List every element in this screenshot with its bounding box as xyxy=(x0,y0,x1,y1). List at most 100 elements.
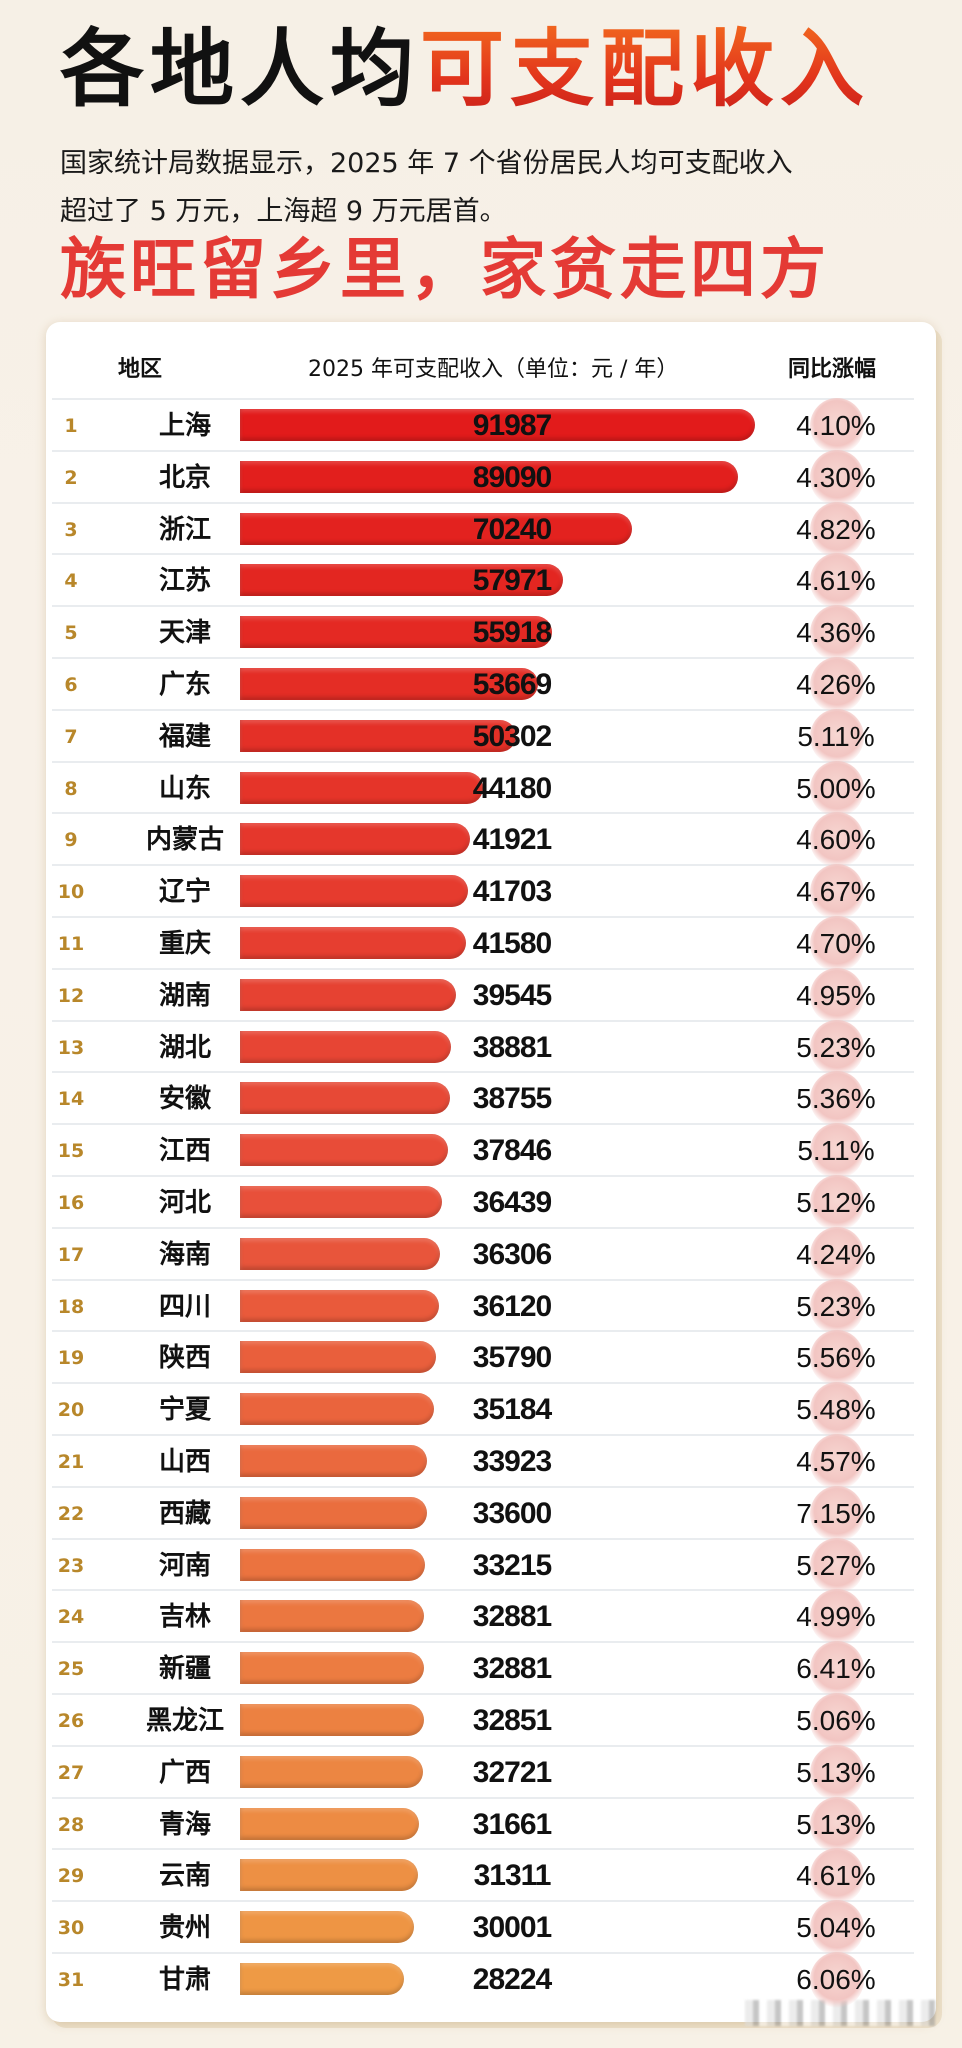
region-name: 山西 xyxy=(158,1447,211,1477)
rate-highlight xyxy=(810,605,864,662)
region-name: 河南 xyxy=(158,1550,211,1581)
rank-number: 7 xyxy=(64,725,78,748)
table-row: 1 上海 91987 4.10% xyxy=(52,398,914,454)
income-value: 35184 xyxy=(472,1393,552,1427)
region-name: 江苏 xyxy=(158,566,211,597)
rank-number: 9 xyxy=(64,829,78,852)
income-value: 32881 xyxy=(472,1652,552,1686)
rate-highlight xyxy=(810,1226,864,1283)
income-bar xyxy=(240,512,632,545)
rate-highlight xyxy=(810,760,864,817)
income-value: 28224 xyxy=(472,1963,552,1996)
title-black-part: 各地人均 xyxy=(60,20,421,118)
income-value: 50302 xyxy=(472,719,552,753)
table-row: 9 内蒙古 41921 4.60% xyxy=(52,812,914,869)
income-bar xyxy=(240,771,483,804)
growth-rate: 6.06% xyxy=(796,1964,876,1995)
table-row: 8 山东 44180 5.00% xyxy=(52,760,914,817)
table-row: 6 广东 53669 4.26% xyxy=(52,657,914,713)
income-bar xyxy=(240,668,538,700)
region-name: 福建 xyxy=(158,721,211,752)
region-name: 安徽 xyxy=(158,1084,211,1115)
income-value: 36439 xyxy=(472,1186,552,1219)
growth-rate: 4.24% xyxy=(796,1238,876,1270)
region-name: 宁夏 xyxy=(158,1395,211,1426)
income-value: 33215 xyxy=(472,1548,552,1582)
rank-number: 27 xyxy=(57,1761,85,1784)
table-row: 7 福建 50302 5.11% xyxy=(52,708,914,765)
title-red-part: 可支配收入 xyxy=(420,20,871,118)
rank-number: 28 xyxy=(57,1813,85,1836)
region-name: 河北 xyxy=(158,1188,211,1218)
income-value: 41580 xyxy=(472,927,552,960)
income-bar xyxy=(240,1704,424,1736)
table-row: 18 四川 36120 5.23% xyxy=(52,1278,914,1335)
table-row: 2 北京 89090 4.30% xyxy=(52,449,914,506)
growth-rate: 5.00% xyxy=(796,772,876,804)
subtitle-line-2: 超过了 5 万元，上海超 9 万元居首。 xyxy=(60,196,507,227)
growth-rate: 4.57% xyxy=(796,1446,876,1477)
table-row: 11 重庆 41580 4.70% xyxy=(52,916,914,972)
income-value: 31311 xyxy=(473,1859,552,1893)
rank-number: 12 xyxy=(57,984,85,1007)
income-value: 32881 xyxy=(472,1600,552,1634)
table-row: 17 海南 36306 4.24% xyxy=(52,1226,914,1283)
income-bar xyxy=(240,460,738,493)
income-bar xyxy=(240,1289,439,1322)
rate-highlight xyxy=(810,1123,864,1180)
table-row: 29 云南 31311 4.61% xyxy=(52,1848,914,1905)
region-name: 湖南 xyxy=(158,980,211,1011)
region-name: 西藏 xyxy=(158,1498,211,1529)
region-name: 湖北 xyxy=(158,1032,211,1063)
rate-highlight xyxy=(810,1434,864,1490)
growth-rate: 4.70% xyxy=(796,928,876,959)
table-row: 27 广西 32721 5.13% xyxy=(52,1744,914,1801)
income-bar xyxy=(240,1548,425,1581)
rank-number: 15 xyxy=(57,1140,85,1163)
rank-number: 8 xyxy=(64,777,78,800)
rank-number: 18 xyxy=(57,1295,85,1318)
income-bar xyxy=(240,1445,427,1477)
rate-highlight xyxy=(810,1019,864,1076)
region-name: 江西 xyxy=(158,1136,211,1167)
region-name: 重庆 xyxy=(158,929,211,959)
rate-highlight xyxy=(810,1278,864,1335)
rank-number: 23 xyxy=(57,1554,85,1577)
growth-rate: 5.27% xyxy=(796,1549,876,1581)
growth-rate: 4.99% xyxy=(796,1601,876,1633)
region-name: 吉林 xyxy=(158,1602,211,1633)
rank-number: 21 xyxy=(57,1451,85,1473)
income-value: 33600 xyxy=(472,1496,552,1530)
income-value: 91987 xyxy=(472,409,552,442)
income-value: 33923 xyxy=(472,1445,552,1478)
growth-rate: 4.67% xyxy=(796,876,876,908)
income-value: 38755 xyxy=(472,1082,552,1116)
table-row: 13 湖北 38881 5.23% xyxy=(52,1019,914,1076)
region-name: 甘肃 xyxy=(158,1965,211,1995)
growth-rate: 7.15% xyxy=(796,1497,876,1529)
rank-number: 2 xyxy=(64,466,78,489)
table-row: 12 湖南 39545 4.95% xyxy=(52,967,914,1024)
income-value: 41703 xyxy=(472,875,552,909)
column-header-income: 2025 年可支配收入（单位：元 / 年） xyxy=(308,357,679,382)
slogan: 族旺留乡里，家贫走四方 xyxy=(60,231,830,308)
table-row: 24 吉林 32881 4.99% xyxy=(52,1589,914,1646)
rate-highlight xyxy=(810,1796,864,1853)
growth-rate: 5.36% xyxy=(796,1083,876,1115)
growth-rate: 4.82% xyxy=(796,513,876,545)
income-value: 37846 xyxy=(472,1134,552,1168)
income-bar xyxy=(240,1911,414,1944)
rate-highlight xyxy=(810,553,864,610)
column-header-growth: 同比涨幅 xyxy=(788,357,877,382)
region-name: 广西 xyxy=(158,1757,211,1788)
income-bar xyxy=(240,1186,442,1218)
table-row: 16 河北 36439 5.12% xyxy=(52,1175,914,1231)
rank-number: 14 xyxy=(57,1088,85,1111)
rate-highlight xyxy=(810,1382,864,1439)
income-bar xyxy=(240,1134,448,1167)
income-bar xyxy=(240,823,470,856)
income-bar xyxy=(240,978,456,1011)
rank-number: 29 xyxy=(57,1865,85,1888)
growth-rate: 6.41% xyxy=(796,1653,876,1685)
rate-highlight xyxy=(810,1693,864,1749)
